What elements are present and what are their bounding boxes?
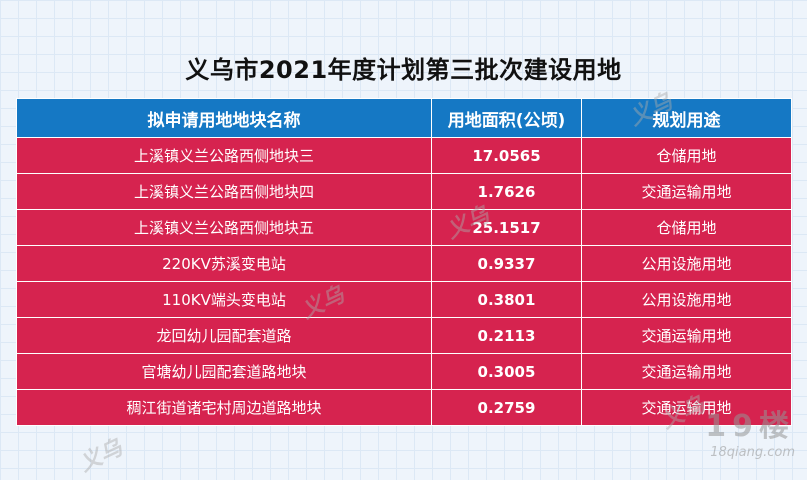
cell-name: 上溪镇义兰公路西侧地块四 — [16, 173, 432, 210]
table-row: 官塘幼儿园配套道路地块 0.3005 交通运输用地 — [16, 353, 792, 390]
cell-area: 1.7626 — [431, 173, 582, 210]
cell-area: 0.2759 — [431, 389, 582, 426]
header-name: 拟申请用地地块名称 — [16, 98, 432, 138]
table-header-row: 拟申请用地地块名称 用地面积(公顷) 规划用途 — [16, 98, 792, 138]
table-row: 上溪镇义兰公路西侧地块五 25.1517 仓储用地 — [16, 209, 792, 246]
cell-name: 110KV端头变电站 — [16, 281, 432, 318]
cell-name: 220KV苏溪变电站 — [16, 245, 432, 282]
cell-use: 交通运输用地 — [581, 389, 792, 426]
cell-use: 交通运输用地 — [581, 317, 792, 354]
cell-name: 上溪镇义兰公路西侧地块五 — [16, 209, 432, 246]
cell-area: 25.1517 — [431, 209, 582, 246]
cell-use: 公用设施用地 — [581, 281, 792, 318]
watermark-site-url: 18qiang.com — [710, 445, 795, 460]
header-area: 用地面积(公顷) — [431, 98, 582, 138]
watermark-stamp: 义乌 — [75, 434, 127, 477]
table-row: 110KV端头变电站 0.3801 公用设施用地 — [16, 281, 792, 318]
site-watermark-logo: 19楼 18qiang.com — [705, 401, 795, 460]
cell-name: 上溪镇义兰公路西侧地块三 — [16, 137, 432, 174]
cell-name: 官塘幼儿园配套道路地块 — [16, 353, 432, 390]
cell-area: 0.9337 — [431, 245, 582, 282]
cell-area: 0.2113 — [431, 317, 582, 354]
table-row: 上溪镇义兰公路西侧地块四 1.7626 交通运输用地 — [16, 173, 792, 210]
cell-use: 公用设施用地 — [581, 245, 792, 282]
table-row: 龙回幼儿园配套道路 0.2113 交通运输用地 — [16, 317, 792, 354]
cell-name: 稠江街道诸宅村周边道路地块 — [16, 389, 432, 426]
cell-area: 17.0565 — [431, 137, 582, 174]
cell-area: 0.3005 — [431, 353, 582, 390]
cell-area: 0.3801 — [431, 281, 582, 318]
cell-use: 仓储用地 — [581, 209, 792, 246]
table-row: 220KV苏溪变电站 0.9337 公用设施用地 — [16, 245, 792, 282]
table-row: 上溪镇义兰公路西侧地块三 17.0565 仓储用地 — [16, 137, 792, 174]
land-table: 拟申请用地地块名称 用地面积(公顷) 规划用途 上溪镇义兰公路西侧地块三 17.… — [16, 98, 792, 426]
table-row: 稠江街道诸宅村周边道路地块 0.2759 交通运输用地 — [16, 389, 792, 426]
cell-use: 仓储用地 — [581, 137, 792, 174]
cell-name: 龙回幼儿园配套道路 — [16, 317, 432, 354]
page-title: 义乌市2021年度计划第三批次建设用地 — [185, 56, 622, 84]
header-use: 规划用途 — [581, 98, 792, 138]
cell-use: 交通运输用地 — [581, 173, 792, 210]
cell-use: 交通运输用地 — [581, 353, 792, 390]
watermark-logo-text: 19楼 — [705, 409, 795, 444]
